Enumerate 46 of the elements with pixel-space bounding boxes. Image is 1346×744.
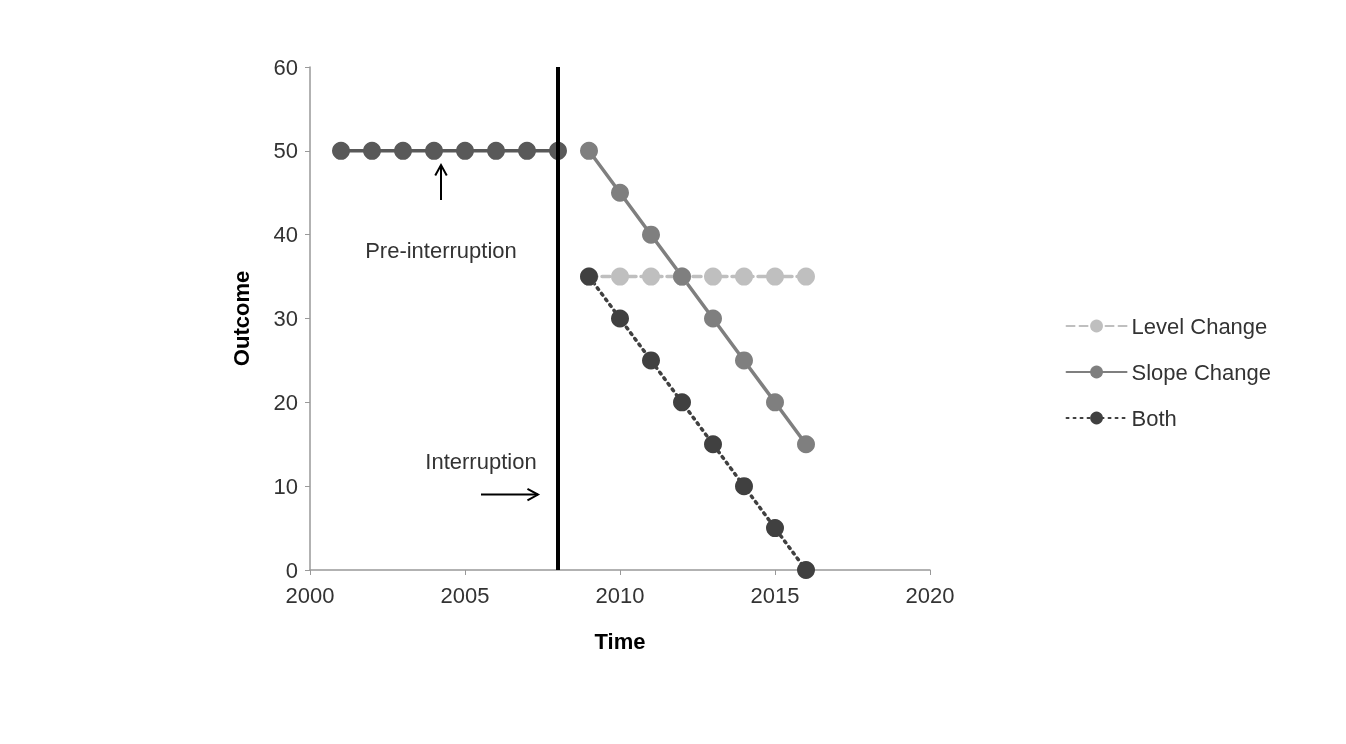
point [797,267,815,286]
y-tick-label: 40 [273,222,298,248]
point [456,141,474,160]
point [735,267,753,286]
annotation: Pre-interruption [365,238,517,263]
legend-label: Slope Change [1131,359,1272,385]
y-tick-label: 0 [285,557,298,583]
x-tick-label: 2005 [440,582,490,608]
point [797,561,815,579]
x-tick-label: 2000 [285,582,335,608]
y-tick-label: 60 [273,54,298,80]
point [797,435,815,454]
legend-label: Level Change [1131,313,1268,339]
point [425,141,443,160]
point [766,519,784,538]
x-tick-label: 2020 [905,582,955,608]
x-axis-title: Time [594,628,646,654]
point [611,309,629,328]
point [766,393,784,412]
point [580,141,598,160]
point [704,267,722,286]
point [642,225,660,244]
point [642,267,660,286]
y-tick-label: 10 [273,473,298,499]
y-tick-label: 20 [273,389,298,415]
point [487,141,505,160]
point [611,183,629,202]
point [394,141,412,160]
point [735,351,753,370]
y-tick-label: 30 [273,306,298,331]
x-tick-label: 2010 [595,582,645,608]
point [704,309,722,328]
x-tick-label: 2015 [750,582,800,608]
point [735,477,753,496]
y-axis-title: Outcome [228,270,254,367]
point [363,141,381,160]
point [332,141,350,160]
point [766,267,784,286]
point [611,267,629,286]
point [642,351,660,370]
point [518,141,536,160]
legend-label: Both [1131,405,1177,431]
annotation: Interruption [425,448,537,474]
point [704,435,722,454]
y-tick-label: 50 [273,138,298,164]
point [673,393,691,412]
